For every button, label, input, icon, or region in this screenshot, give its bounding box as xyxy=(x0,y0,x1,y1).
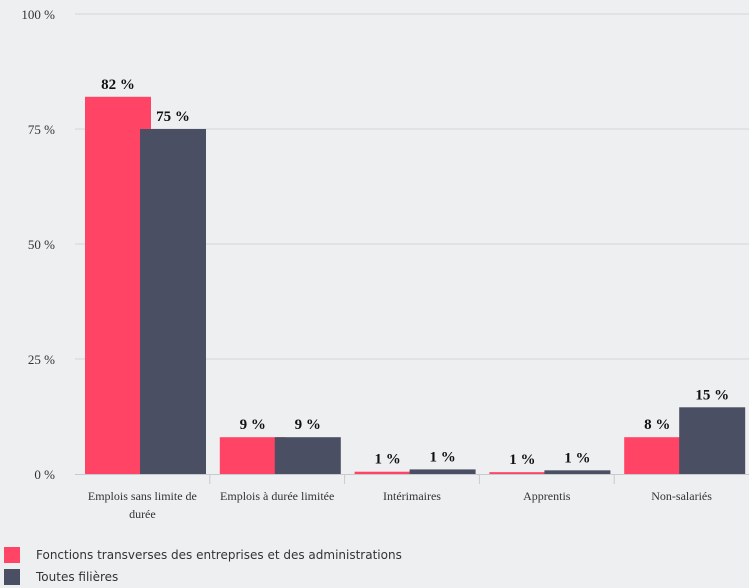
data-label: 8 % xyxy=(644,417,670,433)
legend-item-series-0[interactable]: Fonctions transverses des entreprises et… xyxy=(4,544,402,566)
bar-series-0[interactable] xyxy=(354,471,421,474)
y-tick-label: 50 % xyxy=(28,237,55,252)
legend-label-series-1: Toutes filières xyxy=(36,570,119,584)
legend-label-series-0: Fonctions transverses des entreprises et… xyxy=(36,548,402,562)
x-tick-label: Emplois sans limite de durée xyxy=(88,489,197,521)
y-tick-label: 75 % xyxy=(28,122,55,137)
legend-swatch-series-0 xyxy=(4,547,20,563)
y-tick-label: 0 % xyxy=(34,467,55,482)
x-tick-label: Intérimaires xyxy=(383,489,441,503)
data-label: 82 % xyxy=(101,77,135,93)
bar-series-1[interactable] xyxy=(409,469,476,474)
bars xyxy=(85,96,746,475)
bar-series-1[interactable] xyxy=(274,437,341,474)
data-label: 15 % xyxy=(695,387,729,403)
data-label: 1 % xyxy=(509,452,535,468)
y-tick-label: 100 % xyxy=(21,7,55,22)
y-tick-label: 25 % xyxy=(28,352,55,367)
x-tick-label: Non-salariés xyxy=(651,489,712,503)
legend: Fonctions transverses des entreprises et… xyxy=(4,544,402,588)
y-axis-ticks: 0 % 25 % 50 % 75 % 100 % xyxy=(21,7,55,482)
x-tick-label: Apprentis xyxy=(523,489,571,503)
x-tick-label: Emplois à durée limitée xyxy=(220,489,334,503)
data-label: 1 % xyxy=(374,452,400,468)
legend-item-series-1[interactable]: Toutes filières xyxy=(4,566,402,588)
bar-series-1[interactable] xyxy=(679,407,746,474)
data-label: 1 % xyxy=(564,450,590,466)
data-labels: 82 % 9 % 1 % 1 % 8 % 75 % 9 % 1 % 1 % 15 % xyxy=(101,77,729,468)
bar-series-1[interactable] xyxy=(140,129,206,474)
bar-series-0[interactable] xyxy=(489,472,556,474)
data-label: 9 % xyxy=(295,417,321,433)
data-label: 1 % xyxy=(429,449,455,465)
data-label: 9 % xyxy=(240,417,266,433)
data-label: 75 % xyxy=(156,109,190,125)
x-axis: Emplois sans limite de durée Emplois à dur… xyxy=(75,474,749,521)
bar-series-1[interactable] xyxy=(544,470,611,474)
legend-swatch-series-1 xyxy=(4,569,20,585)
